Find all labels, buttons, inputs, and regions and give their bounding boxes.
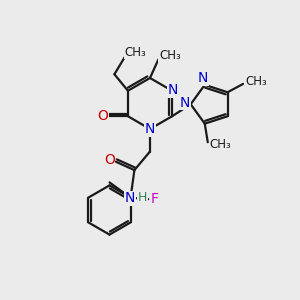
Text: N: N xyxy=(198,71,208,85)
Text: CH₃: CH₃ xyxy=(124,46,146,59)
Text: N: N xyxy=(125,191,135,205)
Text: CH₃: CH₃ xyxy=(245,75,267,88)
Text: CH₃: CH₃ xyxy=(209,138,231,151)
Text: F: F xyxy=(151,192,159,206)
Text: N: N xyxy=(180,96,190,110)
Text: O: O xyxy=(97,109,108,123)
Text: H: H xyxy=(138,190,148,204)
Text: CH₃: CH₃ xyxy=(159,49,181,62)
Text: N: N xyxy=(145,122,155,136)
Text: N: N xyxy=(167,83,178,97)
Text: O: O xyxy=(104,153,115,167)
